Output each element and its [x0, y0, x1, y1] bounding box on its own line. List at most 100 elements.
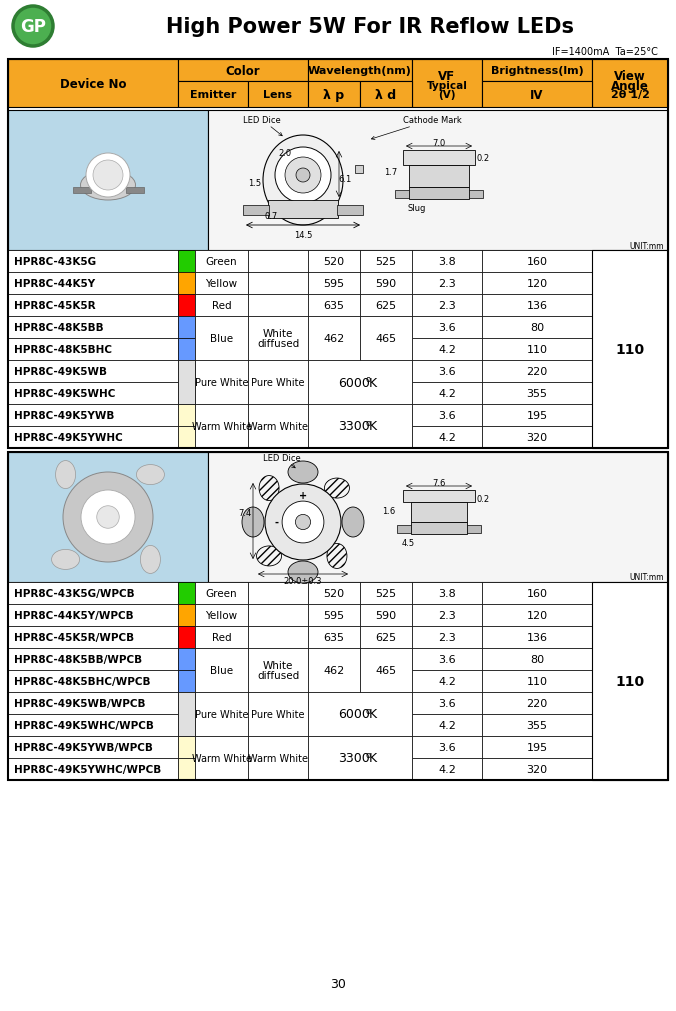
Text: HPR8C-45K5R/WPCB: HPR8C-45K5R/WPCB	[14, 632, 134, 642]
Text: (V): (V)	[438, 90, 456, 100]
Ellipse shape	[263, 135, 343, 225]
Circle shape	[86, 154, 130, 198]
Text: 1.6: 1.6	[383, 507, 395, 516]
Text: 80: 80	[530, 654, 544, 664]
Bar	[412, 693, 482, 715]
Text: HPR8C-45K5R: HPR8C-45K5R	[14, 300, 95, 310]
Text: o: o	[366, 750, 370, 758]
Text: 110: 110	[527, 345, 548, 355]
Bar	[360, 295, 412, 316]
Text: 3.8: 3.8	[438, 257, 456, 267]
Bar	[482, 295, 592, 316]
Text: +: +	[299, 491, 307, 500]
Bar	[248, 273, 308, 295]
Text: HPR8C-49K5WB/WPCB: HPR8C-49K5WB/WPCB	[14, 699, 145, 709]
Bar	[195, 404, 248, 449]
Bar	[482, 60, 592, 82]
Bar	[8, 648, 178, 670]
Bar	[482, 648, 592, 670]
Bar	[308, 693, 412, 736]
Bar	[8, 251, 178, 273]
Bar	[482, 670, 592, 693]
Bar	[308, 60, 412, 82]
Bar	[412, 758, 482, 780]
Text: diffused: diffused	[257, 670, 299, 680]
Text: 590: 590	[375, 611, 397, 621]
Text: HPR8C-48K5BB/WPCB: HPR8C-48K5BB/WPCB	[14, 654, 142, 664]
Text: Red: Red	[212, 632, 231, 642]
Ellipse shape	[55, 461, 76, 489]
Text: 7.6: 7.6	[433, 478, 445, 487]
Text: 110: 110	[527, 676, 548, 686]
Bar	[467, 526, 481, 534]
Text: 4.2: 4.2	[438, 388, 456, 398]
Bar	[469, 191, 483, 199]
Bar	[8, 111, 208, 251]
Bar	[411, 523, 467, 535]
Bar	[195, 736, 248, 780]
Text: 625: 625	[375, 300, 397, 310]
Bar	[178, 382, 195, 404]
Bar	[178, 251, 195, 273]
Text: Emitter: Emitter	[190, 90, 236, 100]
Text: HPR8C-49K5WB: HPR8C-49K5WB	[14, 367, 107, 377]
Text: Brightness(lm): Brightness(lm)	[491, 66, 583, 76]
Text: 14.5: 14.5	[294, 231, 312, 240]
Bar	[8, 453, 208, 582]
Bar	[308, 605, 360, 627]
Text: GP: GP	[20, 18, 46, 36]
Text: 520: 520	[323, 588, 345, 599]
Bar	[308, 648, 360, 693]
Text: VF: VF	[439, 70, 456, 83]
Text: 80: 80	[530, 323, 544, 333]
Bar	[178, 693, 195, 736]
Circle shape	[265, 484, 341, 560]
Text: 2.3: 2.3	[438, 632, 456, 642]
Ellipse shape	[342, 508, 364, 538]
Bar	[482, 627, 592, 648]
Bar	[248, 316, 308, 361]
Text: Warm White: Warm White	[191, 422, 251, 432]
Text: View: View	[614, 70, 646, 83]
Text: 3.6: 3.6	[438, 699, 456, 709]
Bar	[8, 736, 178, 758]
Circle shape	[275, 148, 331, 204]
Text: 220: 220	[527, 699, 548, 709]
Text: HPR8C-48K5BHC: HPR8C-48K5BHC	[14, 345, 112, 355]
Text: 3.8: 3.8	[438, 588, 456, 599]
Text: o: o	[366, 374, 370, 383]
Bar	[411, 502, 467, 523]
Text: Wavelength(nm): Wavelength(nm)	[308, 66, 412, 76]
Text: 520: 520	[323, 257, 345, 267]
Bar	[195, 605, 248, 627]
Bar	[195, 251, 248, 273]
Bar	[412, 715, 482, 736]
Text: 30: 30	[330, 978, 346, 991]
Text: 525: 525	[375, 588, 397, 599]
Bar	[482, 582, 592, 605]
Text: 6.1: 6.1	[339, 174, 352, 183]
Bar	[482, 736, 592, 758]
Text: 4.2: 4.2	[438, 764, 456, 774]
Text: 625: 625	[375, 632, 397, 642]
Text: 525: 525	[375, 257, 397, 267]
Bar	[178, 60, 308, 82]
Text: Cathode Mark: Cathode Mark	[371, 116, 462, 141]
Text: 195: 195	[527, 742, 548, 752]
Bar	[308, 582, 360, 605]
Text: 220: 220	[527, 367, 548, 377]
Text: o: o	[366, 419, 370, 427]
Text: HPR8C-43K5G/WPCB: HPR8C-43K5G/WPCB	[14, 588, 135, 599]
Text: 3.6: 3.6	[438, 323, 456, 333]
Bar	[360, 251, 412, 273]
Bar	[482, 715, 592, 736]
Bar	[8, 453, 668, 780]
Bar	[412, 627, 482, 648]
Bar	[178, 427, 195, 449]
Text: λ d: λ d	[375, 88, 397, 101]
Text: 3.6: 3.6	[438, 410, 456, 421]
Text: 2.3: 2.3	[438, 279, 456, 289]
Text: Yellow: Yellow	[206, 279, 237, 289]
Text: 465: 465	[375, 334, 397, 344]
Bar	[8, 316, 178, 339]
